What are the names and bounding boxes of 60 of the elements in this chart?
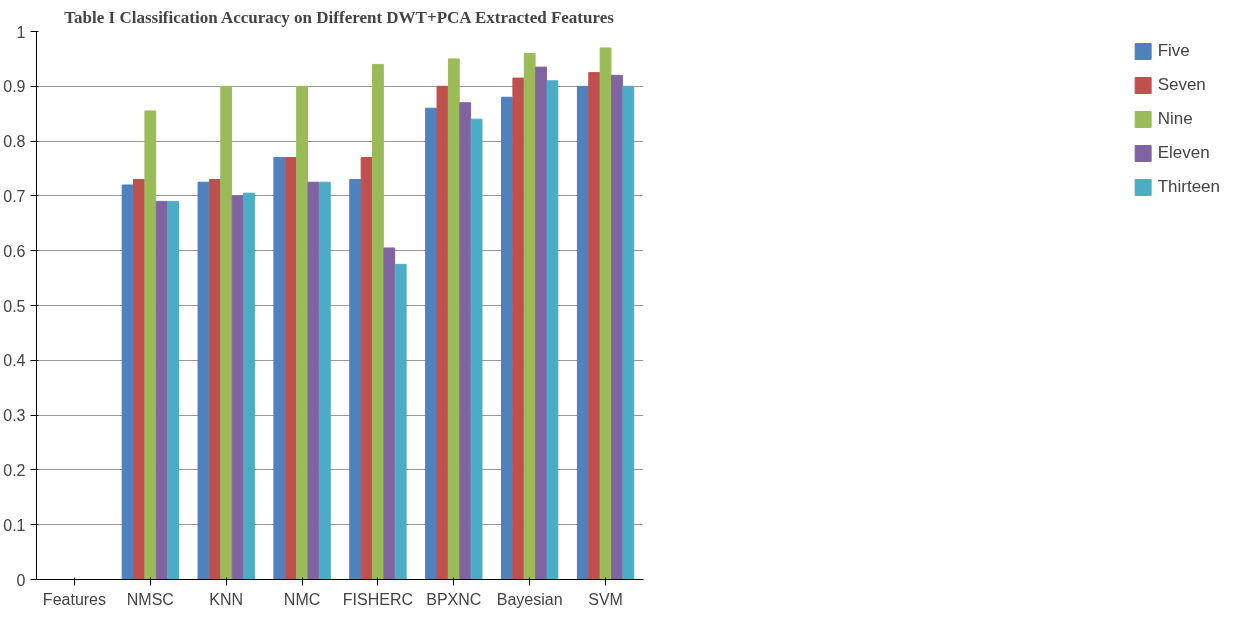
y-tick-label: 0.5: [3, 297, 26, 315]
y-tick-label: 0.4: [3, 352, 26, 370]
x-tick-label: KNN: [209, 590, 244, 608]
bar: [197, 181, 210, 580]
bar: [611, 74, 623, 580]
bar: [622, 85, 635, 580]
legend-label: Thirteen: [1157, 177, 1220, 197]
bar: [231, 195, 244, 580]
legend-label: Five: [1157, 41, 1190, 61]
y-tick-label: 0: [16, 571, 26, 589]
x-tick-label: SVM: [588, 590, 623, 608]
bar: [523, 52, 536, 580]
x-tick-label: BPXNC: [426, 590, 482, 608]
legend-label: Nine: [1157, 109, 1193, 129]
bar: [349, 178, 362, 580]
x-tick-label: Features: [42, 590, 107, 608]
bar: [121, 184, 134, 580]
bar: [144, 110, 157, 580]
y-tick-label: 0.7: [3, 187, 26, 205]
bar: [535, 66, 547, 580]
x-tick-label: FISHERC: [342, 590, 414, 608]
bar: [470, 118, 483, 580]
legend-label: Seven: [1157, 75, 1206, 95]
bar: [372, 63, 384, 580]
bar: [436, 85, 449, 580]
x-tick-label: Bayesian: [496, 590, 563, 608]
y-tick-label: 0.1: [3, 516, 26, 534]
bar: [318, 181, 331, 580]
x-tick-label: NMSC: [126, 590, 174, 608]
bar: [459, 102, 472, 580]
bar: [360, 157, 373, 580]
bar: [284, 157, 297, 580]
x-tick-label: NMC: [283, 590, 321, 608]
y-tick-label: 0.3: [3, 407, 26, 425]
y-tick-label: 0.8: [3, 133, 26, 151]
y-tick-label: 0.2: [3, 461, 26, 479]
bar: [273, 157, 286, 580]
bar: [501, 96, 513, 580]
bar: [576, 85, 589, 580]
bar: [394, 263, 407, 580]
bar: [588, 72, 601, 580]
y-tick-label: 0.6: [3, 242, 26, 260]
y-tick-label: 1: [16, 23, 26, 41]
chart-title: Table I Classification Accuracy on Different DWT+PCA Extracted Features: [64, 7, 615, 27]
bar: [243, 192, 255, 580]
bar: [546, 80, 559, 580]
bar: [307, 181, 320, 580]
y-tick-label: 0.9: [3, 78, 26, 96]
bar: [599, 47, 612, 580]
bar: [447, 58, 460, 580]
bar: [425, 107, 437, 580]
bar: [383, 247, 396, 580]
bar: [208, 178, 221, 580]
bar: [155, 200, 168, 580]
legend-label: Eleven: [1157, 143, 1210, 163]
bar: [220, 85, 233, 580]
bar: [167, 200, 179, 580]
bar: [296, 85, 308, 580]
bar: [512, 77, 525, 580]
bar: [133, 178, 145, 580]
